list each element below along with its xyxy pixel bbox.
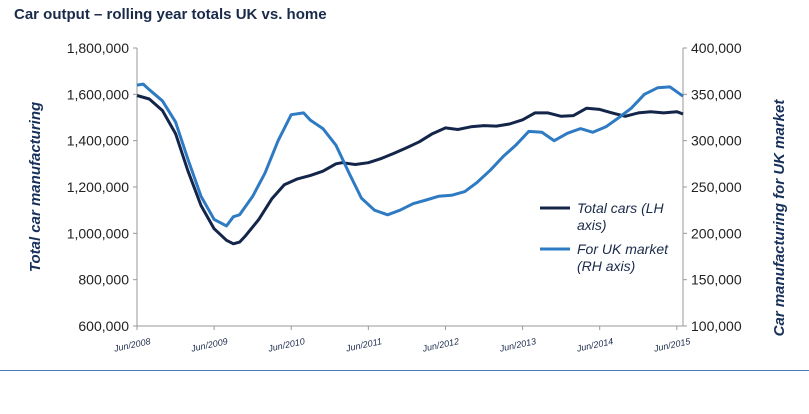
x-tick-label: Jun/2010 xyxy=(266,336,305,354)
right-tick-label: 400,000 xyxy=(691,40,742,56)
left-tick-label: 1,000,000 xyxy=(67,225,129,241)
x-tick-label: Jun/2012 xyxy=(421,336,460,354)
legend: Total cars (LH axis) For UK market (RH a… xyxy=(540,200,672,274)
right-tick-label: 100,000 xyxy=(691,318,742,334)
x-tick-label: Jun/2015 xyxy=(652,336,692,354)
series-line-total-cars xyxy=(136,94,684,246)
legend-label-uk-market: For UK market (RH axis) xyxy=(577,241,672,274)
x-tick-label: Jun/2014 xyxy=(575,336,614,354)
right-tick-label: 200,000 xyxy=(691,225,742,241)
left-tick-label: 1,600,000 xyxy=(67,86,129,102)
left-tick-label: 600,000 xyxy=(78,318,129,334)
x-tick-label: Jun/2009 xyxy=(189,336,228,354)
y-axis-title: Total car manufacturing xyxy=(27,102,44,272)
left-tick-label: 1,400,000 xyxy=(67,133,129,149)
x-tick-labels: Jun/2008 Jun/2009 Jun/2010 Jun/2011 Jun/2012… xyxy=(112,326,692,354)
x-tick-label: Jun/2008 xyxy=(112,336,151,354)
series-line-uk-market xyxy=(136,82,684,228)
series-lines xyxy=(136,82,684,246)
legend-label-total-cars-line1: Total cars (LH xyxy=(577,200,665,216)
legend-label-uk-market-line2: (RH axis) xyxy=(577,258,635,274)
left-tick-label: 1,800,000 xyxy=(67,40,129,56)
x-tick-label: Jun/2013 xyxy=(498,336,537,354)
left-tick-label: 800,000 xyxy=(78,272,129,288)
legend-label-total-cars: Total cars (LH axis) xyxy=(577,200,668,233)
right-tick-label: 300,000 xyxy=(691,133,742,149)
bottom-rule xyxy=(0,370,809,371)
right-tick-label: 150,000 xyxy=(691,272,742,288)
x-tick-label: Jun/2011 xyxy=(344,336,383,354)
left-tick-labels: 600,000 800,000 1,000,000 1,200,000 1,400,00… xyxy=(67,40,137,334)
legend-label-uk-market-line1: For UK market xyxy=(577,241,669,257)
legend-label-total-cars-line2: axis) xyxy=(577,217,607,233)
right-tick-label: 350,000 xyxy=(691,86,742,102)
right-tick-labels: 100,000 150,000 200,000 250,000 300,000 350,0… xyxy=(683,40,742,334)
left-tick-label: 1,200,000 xyxy=(67,179,129,195)
y2-axis-title: Car manufacturing for UK market xyxy=(771,99,788,337)
chart-title: Car output – rolling year totals UK vs. … xyxy=(14,6,327,23)
plot-frame xyxy=(136,48,684,327)
right-tick-label: 250,000 xyxy=(691,179,742,195)
